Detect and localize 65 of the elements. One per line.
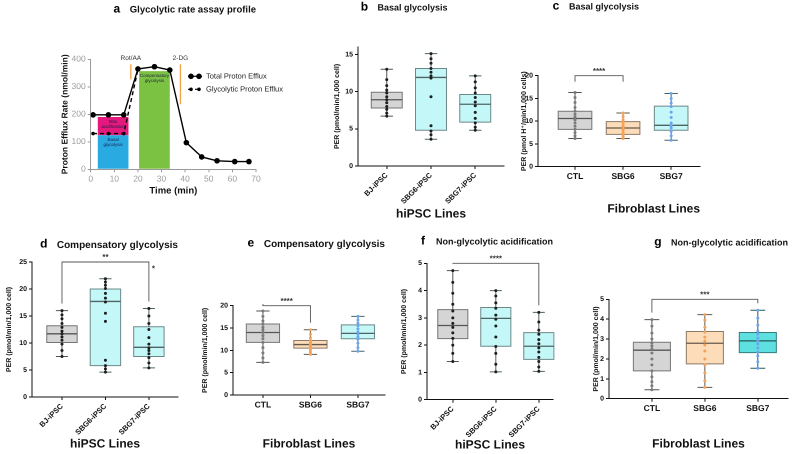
text: ****: [592, 66, 606, 76]
x-axis-title: hiPSC Lines: [396, 206, 466, 220]
x-tick-label: SBG7: [746, 403, 770, 414]
x-axis-title: Fibroblast Lines: [652, 436, 746, 450]
point: [91, 132, 95, 136]
point: [232, 158, 238, 164]
x-axis-title: Fibroblast Lines: [262, 436, 356, 450]
x-axis-title: Fibroblast Lines: [607, 201, 700, 216]
x-tick-label: CTL: [566, 171, 584, 182]
text: e: [248, 235, 255, 250]
point: [122, 132, 126, 136]
point: [152, 64, 158, 70]
x-tick-label: 50: [204, 174, 214, 184]
point: [106, 112, 112, 118]
text: ****: [490, 254, 503, 264]
chart-title: Compensatory glycolysis: [56, 240, 178, 251]
point: [90, 112, 96, 118]
x-tick-label: SBG6: [612, 171, 635, 182]
text: b: [360, 0, 368, 14]
x-axis-title: hiPSC Lines: [70, 436, 140, 450]
x-tick-label: 60: [228, 174, 238, 184]
chart-title: Glycolytic rate assay profile: [130, 4, 256, 16]
point: [167, 67, 173, 73]
point: [198, 154, 204, 160]
y-tick-label: 100: [72, 136, 86, 146]
x-tick-label: CTL: [644, 403, 660, 414]
x-tick-label: SBG7: [346, 399, 370, 410]
point: [120, 112, 127, 118]
point: [106, 132, 110, 136]
chart-title: Non-glycolytic acidification: [436, 236, 553, 246]
text: a: [113, 1, 120, 16]
y-axis-title: Proton Efflux Rate (nmol/min): [59, 54, 70, 174]
point: [184, 140, 190, 146]
chart-title: Basal glycolysis: [568, 1, 640, 12]
x-tick-label: 70: [251, 174, 261, 184]
annotation: *: [152, 264, 156, 274]
y-tick-label: 0: [80, 164, 86, 174]
text: ***: [700, 290, 710, 300]
chart-title: Basal glycolysis: [377, 2, 448, 12]
text: f: [420, 233, 426, 248]
x-tick-label: SBG7: [660, 171, 683, 182]
text: ****: [280, 296, 294, 306]
text: **: [102, 252, 110, 262]
chart-title: Non-glycolytic acidification: [670, 237, 788, 248]
x-tick-label: 30: [156, 174, 167, 184]
text: d: [40, 236, 48, 250]
x-axis-title: Time (min): [149, 186, 198, 197]
y-tick-label: 400: [72, 54, 86, 64]
y-tick-label: 200: [72, 108, 86, 119]
x-tick-label: 0: [88, 174, 94, 184]
point: [214, 158, 220, 164]
x-tick-label: SBG6: [693, 403, 717, 414]
text: c: [552, 0, 560, 12]
y-tick-label: 300: [72, 81, 86, 92]
x-tick-label: CTL: [254, 399, 272, 410]
text: g: [654, 234, 662, 248]
point: [246, 158, 252, 164]
x-axis-title: hiPSC Lines: [454, 437, 526, 452]
bar: [139, 71, 170, 169]
x-tick-label: 20: [133, 174, 143, 184]
x-tick-label: 10: [110, 174, 120, 184]
bar: [98, 135, 128, 169]
x-tick-label: SBG6: [298, 399, 322, 410]
x-tick-label: 40: [180, 174, 190, 184]
chart-title: Compensatory glycolysis: [264, 238, 386, 250]
